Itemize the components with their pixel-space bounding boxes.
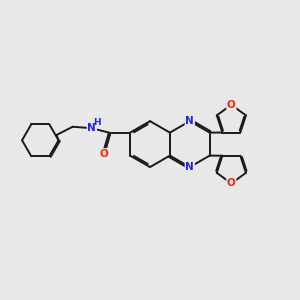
Text: O: O — [227, 100, 236, 110]
Text: O: O — [99, 149, 108, 159]
Text: O: O — [227, 178, 236, 188]
Text: H: H — [93, 118, 101, 127]
Text: N: N — [185, 162, 194, 172]
Text: N: N — [185, 116, 194, 126]
Text: N: N — [88, 123, 96, 133]
